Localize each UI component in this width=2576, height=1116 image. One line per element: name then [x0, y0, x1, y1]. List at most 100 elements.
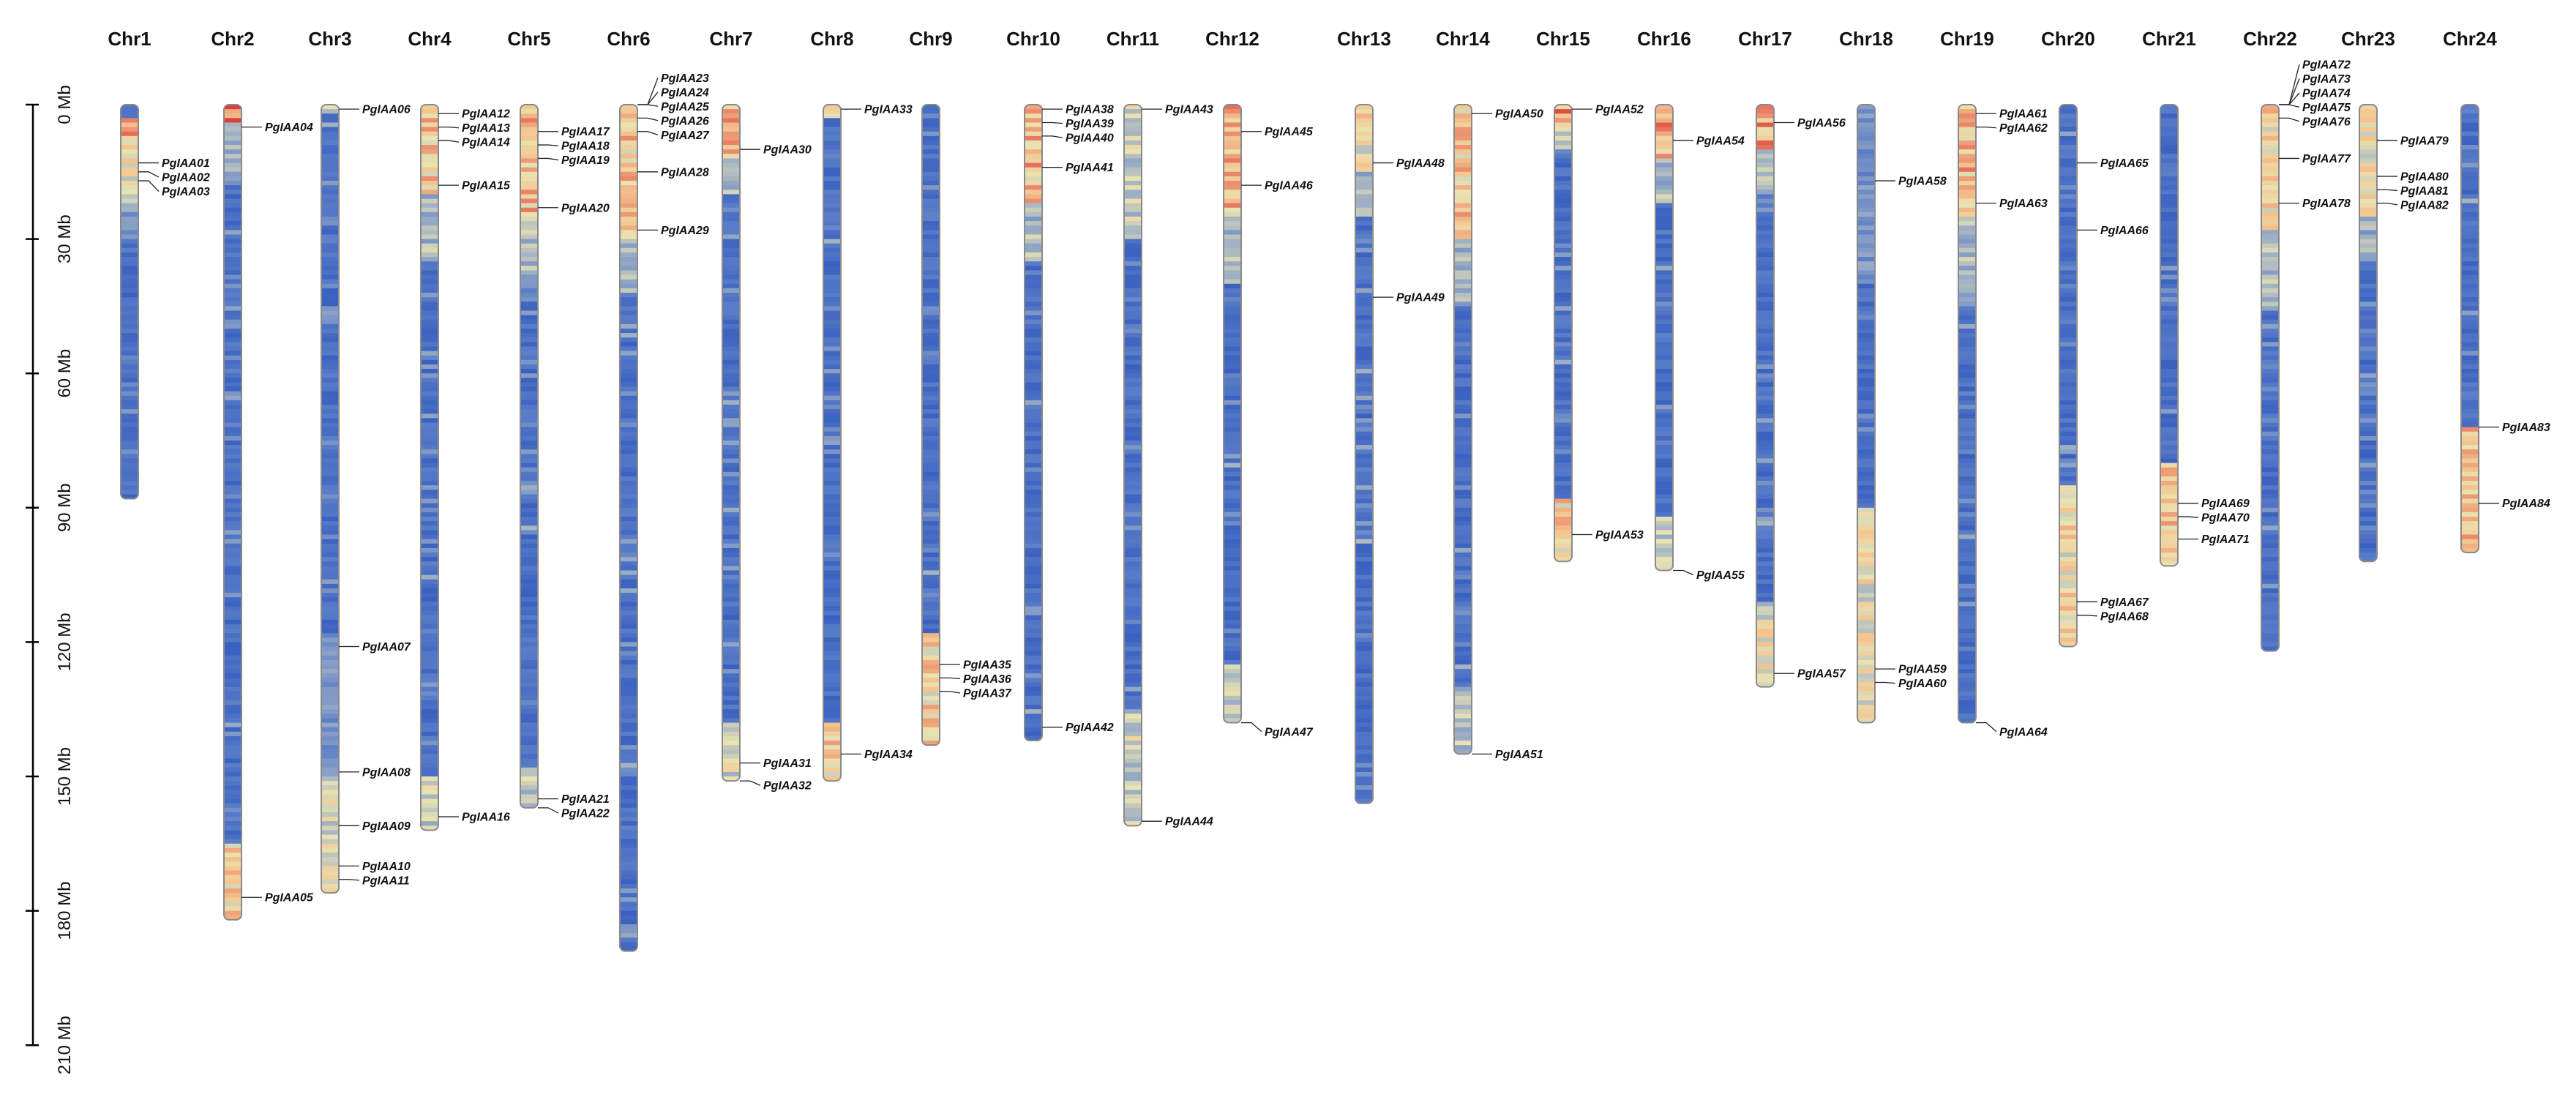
density-band	[1025, 557, 1042, 562]
density-band	[1124, 771, 1142, 777]
density-band	[620, 230, 637, 236]
density-band	[321, 315, 339, 321]
density-band	[121, 454, 138, 460]
density-band	[1554, 449, 1572, 454]
density-band	[2261, 602, 2279, 607]
density-band	[1756, 369, 1774, 374]
density-band	[421, 386, 438, 392]
density-band	[421, 646, 438, 652]
density-band	[620, 623, 637, 629]
density-band	[922, 293, 940, 298]
gene-connector	[2279, 117, 2300, 122]
density-band	[321, 714, 339, 719]
density-band	[823, 270, 841, 276]
density-band	[2261, 427, 2279, 432]
density-band	[1025, 695, 1042, 701]
density-band	[520, 507, 538, 513]
density-band	[620, 378, 637, 383]
density-band	[2160, 297, 2178, 302]
density-band	[2461, 131, 2479, 137]
density-band	[1124, 503, 1142, 509]
density-band	[121, 118, 138, 124]
density-band	[1355, 145, 1373, 150]
density-band	[321, 158, 339, 164]
density-band	[224, 709, 242, 714]
density-band	[1025, 217, 1042, 222]
density-band	[224, 507, 242, 513]
density-band	[520, 593, 538, 598]
density-band	[1857, 378, 1875, 383]
density-band	[2261, 637, 2279, 643]
density-band	[722, 498, 740, 504]
density-band	[2261, 391, 2279, 397]
density-band	[1756, 615, 1774, 621]
density-band	[1355, 525, 1373, 531]
density-band	[1124, 225, 1142, 231]
density-band	[1454, 302, 1472, 307]
density-band	[1124, 655, 1142, 661]
density-band	[1554, 427, 1572, 432]
density-band	[1857, 131, 1875, 137]
density-band	[2059, 382, 2077, 388]
density-band	[1355, 427, 1373, 432]
density-band	[1958, 243, 1976, 249]
density-band	[121, 413, 138, 419]
density-bands	[1655, 105, 1673, 571]
density-band	[922, 512, 940, 517]
density-band	[2359, 203, 2377, 209]
density-band	[922, 445, 940, 450]
density-band	[2160, 517, 2178, 522]
density-band	[1655, 395, 1673, 401]
density-band	[1857, 247, 1875, 253]
density-band	[1655, 230, 1673, 236]
density-band	[1355, 498, 1373, 504]
density-band	[520, 302, 538, 307]
density-band	[2059, 118, 2077, 124]
density-band	[1554, 203, 1572, 209]
density-band	[922, 629, 940, 634]
density-band	[722, 534, 740, 540]
density-band	[1655, 154, 1673, 160]
density-band	[2359, 333, 2377, 338]
density-band	[1756, 449, 1774, 454]
y-tick-label: 90 Mb	[55, 483, 75, 532]
density-band	[922, 386, 940, 392]
density-band	[1025, 346, 1042, 352]
density-band	[520, 574, 538, 580]
density-band	[2059, 105, 2077, 110]
density-band	[1355, 481, 1373, 486]
density-band	[1756, 610, 1774, 616]
chromosome-label: Chr18	[1839, 28, 1893, 50]
density-band	[321, 351, 339, 356]
density-band	[1655, 373, 1673, 378]
density-band	[1756, 217, 1774, 222]
density-band	[2160, 266, 2178, 271]
density-band	[1224, 283, 1241, 289]
density-band	[922, 606, 940, 612]
density-band	[823, 705, 841, 710]
density-band	[922, 310, 940, 316]
density-band	[823, 481, 841, 486]
density-band	[321, 400, 339, 405]
density-band	[1958, 530, 1976, 536]
density-band	[722, 217, 740, 222]
density-band	[121, 319, 138, 325]
density-band	[1355, 574, 1373, 580]
density-band	[2261, 140, 2279, 146]
density-band	[2359, 190, 2377, 195]
gene-connector	[1976, 722, 1997, 733]
density-band	[2461, 449, 2479, 454]
density-band	[321, 553, 339, 558]
density-band	[2059, 579, 2077, 585]
density-band	[2261, 553, 2279, 558]
density-band	[1224, 610, 1241, 616]
density-band	[2461, 230, 2479, 236]
density-band	[722, 655, 740, 661]
density-band	[722, 494, 740, 500]
density-band	[1756, 566, 1774, 572]
density-band	[1554, 409, 1572, 414]
density-band	[2359, 490, 2377, 495]
density-band	[620, 140, 637, 146]
density-band	[1857, 498, 1875, 504]
density-band	[321, 547, 339, 553]
